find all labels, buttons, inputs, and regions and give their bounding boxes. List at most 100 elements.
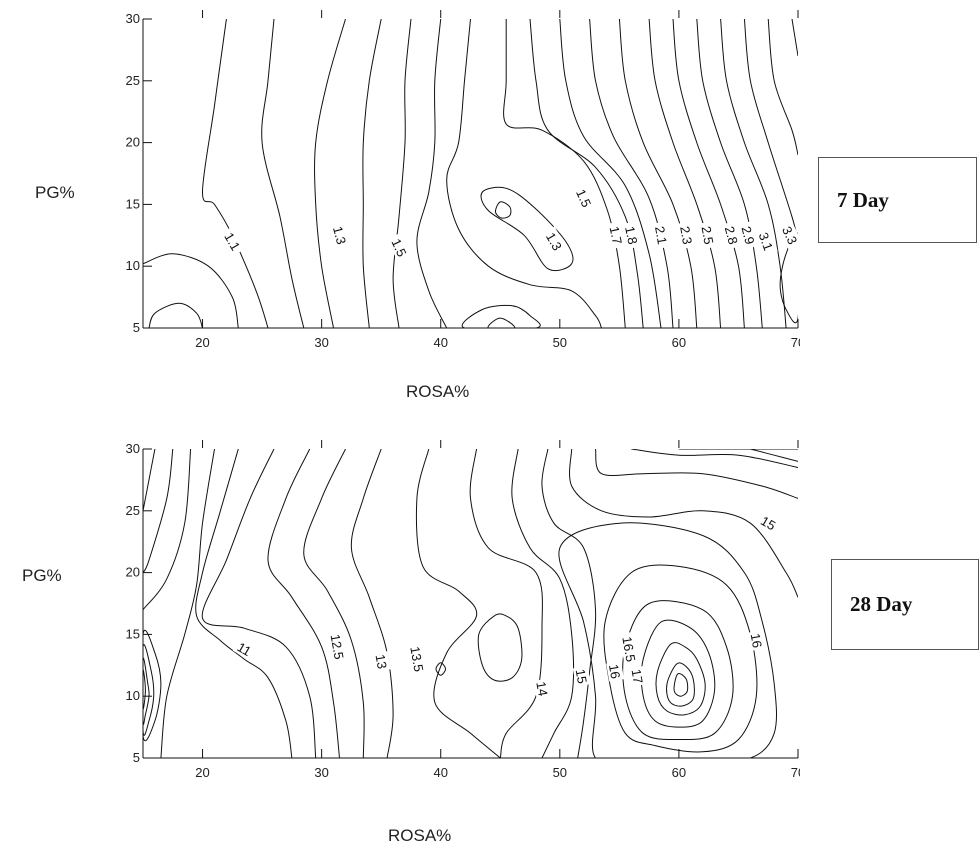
- contour-line: [201, 449, 317, 758]
- contour-loop: [480, 186, 574, 272]
- day-box-28day: 28 Day: [831, 559, 979, 650]
- contour-line: [750, 449, 798, 462]
- contour-line: [143, 449, 156, 511]
- contour-loop: [143, 669, 146, 710]
- svg-text:2.8: 2.8: [722, 225, 741, 246]
- y-tick-label: 15: [126, 626, 140, 641]
- contour-line: [201, 19, 269, 328]
- contour-line: [696, 19, 763, 328]
- contour-line: [791, 19, 798, 57]
- y-tick-label: 20: [126, 135, 140, 150]
- y-tick-label: 10: [126, 258, 140, 273]
- contour-line: [618, 19, 698, 328]
- contour-line: [559, 19, 662, 328]
- contour-plot-28day: 20 30 40 50 60 70 5 10 15 20 25 30 11 12.5 13 13.5 14 15 1…: [126, 440, 800, 780]
- contour-plot-7day: 203040506070510152025301.11.31.51.31.51.…: [126, 10, 800, 350]
- contour-label: 13.5: [407, 641, 428, 677]
- contour-line: [743, 19, 798, 242]
- contour-label: 1.5: [571, 183, 597, 213]
- contour-line: [267, 449, 340, 758]
- contour-label: 2.8: [721, 220, 743, 250]
- contour-line: [767, 19, 798, 156]
- contour-line: [631, 449, 798, 468]
- x-axis-label-7day: ROSA%: [406, 382, 470, 401]
- x-ticks-7day: 20 30 40 50 60 70: [195, 10, 800, 350]
- contour-line: [148, 302, 203, 328]
- contour-label: 15: [756, 511, 781, 534]
- svg-text:2.1: 2.1: [652, 225, 670, 245]
- x-tick-label: 70: [791, 335, 800, 350]
- svg-text:15: 15: [758, 513, 778, 533]
- contour-line: [541, 449, 597, 758]
- contour-line: [569, 449, 798, 598]
- contour-loop: [143, 644, 155, 736]
- day-box-label-7day: 7 Day: [837, 187, 889, 212]
- svg-text:1.5: 1.5: [573, 187, 594, 210]
- contour-loop: [487, 317, 516, 328]
- contour-label: 1.8: [621, 221, 642, 250]
- contour-line: [362, 19, 382, 328]
- contour-line: [416, 19, 448, 328]
- contour-label: 12.5: [327, 629, 348, 665]
- x-tick-label: 30: [314, 335, 328, 350]
- x-tick-label: 50: [553, 765, 567, 780]
- contour-label: 1.3: [329, 220, 351, 250]
- contour-line: [261, 19, 305, 328]
- contour-label: 14: [533, 678, 552, 700]
- svg-text:16: 16: [606, 663, 623, 680]
- contour-line: [350, 449, 394, 758]
- contour-label: 15: [573, 665, 591, 687]
- x-tick-label: 40: [433, 335, 447, 350]
- contour-label: 1.7: [606, 221, 627, 250]
- contour-label: 1.1: [219, 226, 246, 257]
- contour-line: [143, 449, 192, 611]
- contour-labels-7day: 1.1 1.31.5 1.31.51.71.8 2.1 2.3 2.5 2.82.93.1 3…: [219, 183, 800, 263]
- x-ticks-28day: 20 30 40 50 60 70: [195, 440, 800, 780]
- svg-text:17: 17: [629, 668, 646, 685]
- day-box-7day: 7 Day: [818, 157, 977, 243]
- contour-loop: [558, 522, 777, 758]
- contour-line: [595, 449, 798, 499]
- contour-line: [303, 449, 365, 758]
- svg-text:1.8: 1.8: [622, 225, 640, 246]
- contour-label: 17: [629, 665, 647, 687]
- contour-line: [143, 253, 239, 328]
- axes-7day: [142, 19, 798, 329]
- y-ticks-28day: 5 10 15 20 25 30: [126, 441, 152, 765]
- svg-text:15: 15: [573, 668, 590, 685]
- axes-28day: [142, 449, 798, 759]
- contour-label: 11: [232, 637, 257, 660]
- contour-loop: [779, 232, 798, 324]
- svg-text:2.9: 2.9: [738, 225, 757, 246]
- contour-line: [392, 19, 412, 328]
- contour-label: 16.5: [619, 631, 640, 667]
- contour-label: 2.3: [676, 221, 697, 250]
- svg-text:1.7: 1.7: [607, 225, 625, 246]
- contour-label: 3.3: [777, 220, 800, 250]
- x-tick-label: 20: [195, 335, 209, 350]
- contour-line: [720, 19, 787, 328]
- contour-line: [511, 449, 575, 758]
- day-box-label-28day: 28 Day: [850, 592, 913, 616]
- contour-label: 3.1: [754, 226, 778, 256]
- contour-line: [589, 19, 674, 328]
- contour-loop: [655, 642, 706, 716]
- contour-line: [195, 449, 293, 758]
- contour-label: 1.3: [541, 226, 568, 257]
- contour-line: [672, 19, 745, 328]
- contour-loop: [143, 657, 150, 725]
- y-tick-label: 5: [133, 320, 140, 335]
- svg-text:1.5: 1.5: [388, 236, 409, 259]
- y-tick-label: 25: [126, 503, 140, 518]
- contour-line: [314, 19, 346, 328]
- contour-loop: [435, 662, 447, 676]
- contour-label: 2.9: [737, 220, 760, 250]
- svg-text:2.5: 2.5: [699, 225, 717, 245]
- y-axis-label-7day: PG%: [35, 183, 75, 202]
- y-tick-label: 30: [126, 11, 140, 26]
- contour-loop: [477, 613, 523, 682]
- x-axis-label-28day: ROSA%: [388, 826, 452, 845]
- contour-line: [446, 19, 602, 328]
- y-tick-label: 30: [126, 441, 140, 456]
